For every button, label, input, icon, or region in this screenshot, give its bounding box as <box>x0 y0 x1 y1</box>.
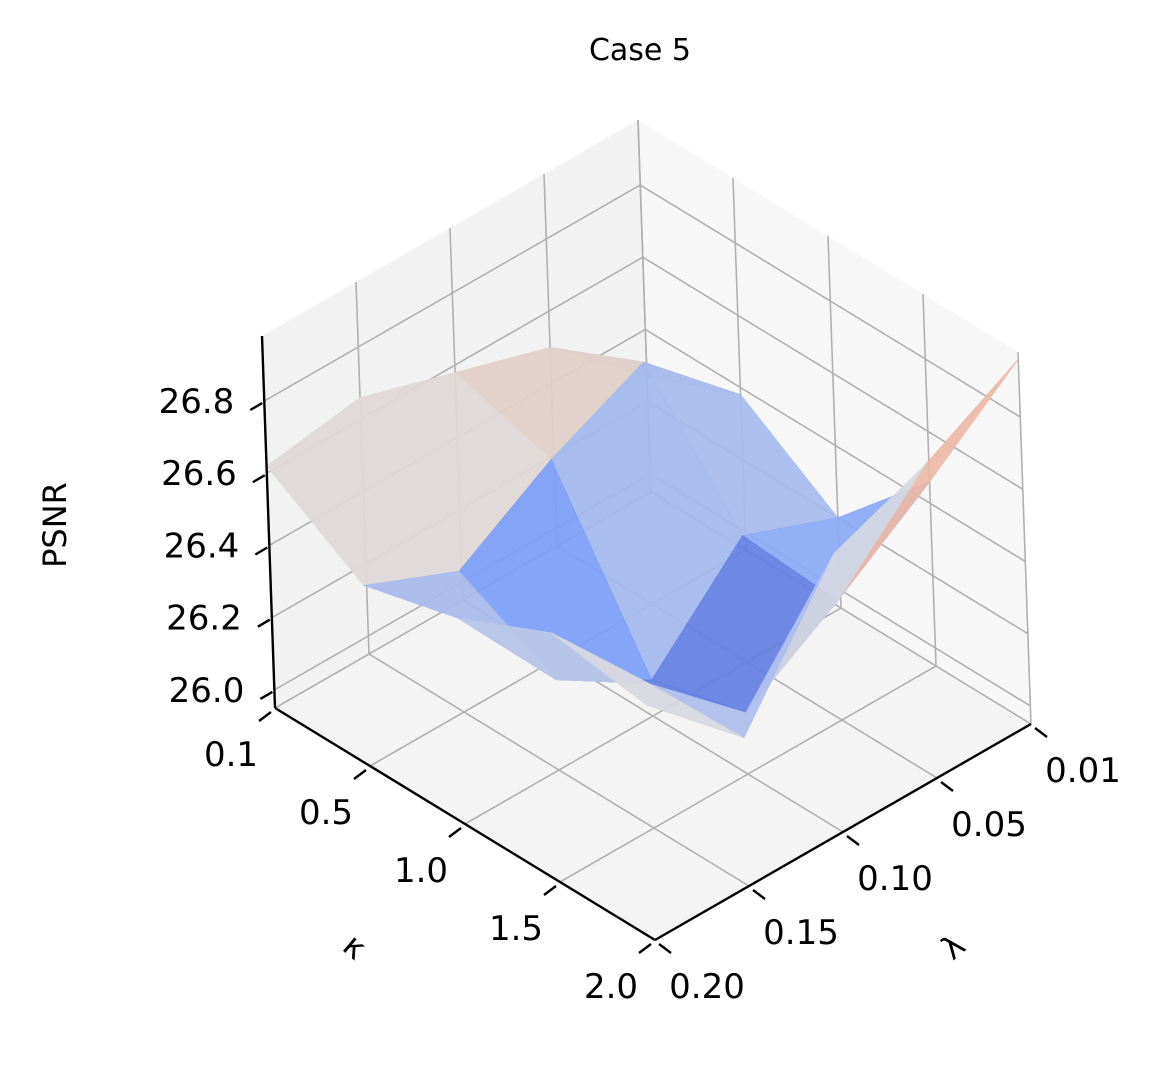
x-tick-label: 1.0 <box>394 851 448 891</box>
grid-line <box>644 328 1026 563</box>
x-tick-label: 0.5 <box>299 793 353 833</box>
surface-patch <box>551 632 744 739</box>
y-tick-mark <box>658 943 672 954</box>
z-tick-mark <box>249 401 263 412</box>
x-tick-mark <box>258 711 272 722</box>
grid-line <box>368 653 750 887</box>
z-tick-label: 26.4 <box>164 526 240 566</box>
z-tick-mark <box>252 474 266 484</box>
axes <box>260 335 1032 942</box>
chart-title: Case 5 <box>589 33 691 68</box>
z-tick-label: 26.6 <box>161 454 237 494</box>
grid-line <box>642 256 1024 490</box>
tick-labels: 0.1 0.5 1.0 1.5 2.0 0.01 0.05 0.10 0.15 0.20 26.0 2… <box>159 382 1121 1007</box>
z-tick-mark <box>259 690 273 700</box>
y-axis-line <box>654 722 1032 942</box>
x-tick-mark <box>543 885 557 896</box>
x-tick-label: 1.5 <box>489 909 543 949</box>
z-axis-line <box>260 335 277 709</box>
grid-line <box>1017 351 1032 725</box>
x-tick-label: 2.0 <box>584 967 638 1007</box>
y-tick-mark <box>940 781 954 792</box>
x-tick-label: 0.1 <box>204 735 258 775</box>
y-tick-label: 0.01 <box>1045 751 1121 791</box>
surface <box>266 347 1019 739</box>
x-tick-mark <box>353 769 367 780</box>
z-tick-label: 26.2 <box>166 599 242 639</box>
y-tick-mark <box>846 835 860 846</box>
y-tick-label: 0.10 <box>857 859 933 899</box>
y-tick-label: 0.20 <box>669 967 745 1007</box>
z-tick-mark <box>254 546 268 556</box>
y-axis-label: λ <box>933 926 972 967</box>
grid-line <box>263 184 641 402</box>
y-tick-label: 0.05 <box>951 805 1027 845</box>
x-axis-line <box>274 706 656 942</box>
z-tick-label: 26.0 <box>169 671 245 711</box>
z-axis-label: PSNR <box>36 482 74 568</box>
x-tick-mark <box>638 943 652 954</box>
x-axis-label: κ <box>336 926 375 967</box>
grid-line <box>639 184 1021 418</box>
y-tick-mark <box>1034 727 1048 738</box>
x-tick-mark <box>448 827 462 838</box>
y-tick-label: 0.15 <box>763 913 839 953</box>
z-tick-label: 26.8 <box>159 382 235 422</box>
y-tick-mark <box>752 889 766 900</box>
z-tick-mark <box>257 618 271 628</box>
